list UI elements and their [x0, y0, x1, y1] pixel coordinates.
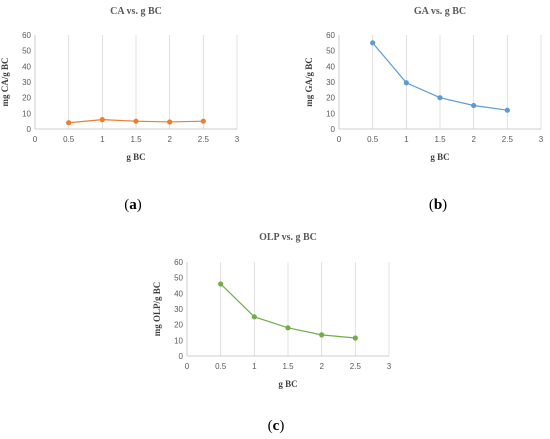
data-point	[471, 102, 477, 109]
x-tick-label: 0	[33, 135, 38, 144]
x-tick-label: 2	[471, 135, 476, 144]
y-tick-label: 50	[22, 47, 31, 56]
x-tick-label: 2	[319, 362, 324, 371]
y-axis-label: mg OLP/g BC	[152, 282, 162, 337]
data-point	[403, 80, 409, 86]
y-axis-label: mg CA/g BC	[0, 58, 10, 107]
y-tick-label: 60	[174, 258, 183, 267]
y-tick-label: 0	[331, 125, 336, 134]
chart-panel-c: OLP vs. g BC 0 10 20 30 40 50 60 0 0.5 1 1.5 2 2.5 3 g …	[152, 232, 392, 434]
x-tick-label: 3	[387, 362, 392, 371]
y-tick-label: 0	[179, 352, 184, 361]
y-tick-label: 40	[22, 62, 31, 71]
y-tick-label: 10	[326, 109, 335, 118]
x-axis-label: g BC	[278, 379, 297, 389]
data-point	[285, 325, 291, 331]
panel-label: (c)	[268, 418, 285, 434]
data-point	[352, 335, 358, 341]
y-tick-label: 10	[22, 109, 31, 118]
x-tick-label: 0	[185, 362, 190, 371]
y-tick-label: 60	[22, 31, 31, 40]
y-tick-label: 20	[22, 94, 31, 103]
x-tick-label: 1	[404, 135, 409, 144]
data-point	[66, 120, 72, 126]
y-tick-label: 0	[27, 125, 32, 134]
y-tick-label: 40	[174, 289, 183, 298]
x-tick-label: 2.5	[198, 135, 210, 144]
data-point	[437, 95, 443, 101]
x-axis-label: g BC	[126, 152, 145, 162]
x-tick-label: 1	[252, 362, 257, 371]
x-axis-label: g BC	[430, 152, 449, 162]
y-tick-label: 10	[174, 336, 183, 345]
panel-label: (b)	[429, 197, 447, 213]
y-tick-label: 20	[174, 321, 183, 330]
y-tick-label: 30	[22, 78, 31, 87]
x-tick-label: 0.5	[367, 135, 379, 144]
data-point	[218, 281, 224, 287]
data-point	[200, 118, 206, 124]
x-tick-label: 1.5	[130, 135, 142, 144]
y-tick-label: 50	[174, 274, 183, 283]
data-point	[370, 40, 376, 46]
data-point	[504, 107, 510, 113]
y-tick-label: 30	[326, 78, 335, 87]
x-tick-label: 0.5	[63, 135, 75, 144]
x-tick-label: 0	[337, 135, 342, 144]
x-tick-label: 3	[539, 135, 544, 144]
x-tick-label: 2.5	[502, 135, 514, 144]
chart-panel-a: CA vs. g BC 0 10 20 30 40 50 60 0 0.5 1 1.5 2 2.5 3 g B…	[0, 6, 240, 213]
chart-title: OLP vs. g BC	[259, 232, 317, 243]
x-tick-label: 1	[100, 135, 105, 144]
x-tick-label: 1.5	[434, 135, 446, 144]
x-tick-label: 2.5	[350, 362, 362, 371]
y-tick-label: 40	[326, 62, 335, 71]
chart-title: CA vs. g BC	[110, 6, 162, 17]
data-point	[251, 314, 257, 320]
y-tick-label: 60	[326, 31, 335, 40]
x-tick-label: 3	[235, 135, 240, 144]
data-point	[99, 117, 105, 123]
y-tick-label: 50	[326, 47, 335, 56]
chart-title: GA vs. g BC	[414, 6, 466, 17]
y-tick-label: 20	[326, 94, 335, 103]
chart-panel-b: GA vs. g BC 0 10 20 30 40 50 60 0 0.5 1 1.5 2 2.5 3 g B…	[304, 6, 544, 213]
data-point	[167, 119, 173, 125]
x-tick-label: 0.5	[215, 362, 227, 371]
data-point	[319, 332, 325, 338]
x-tick-label: 1.5	[282, 362, 294, 371]
y-tick-label: 30	[174, 305, 183, 314]
y-axis-label: mg GA/g BC	[304, 57, 314, 107]
data-point	[133, 118, 139, 124]
x-tick-label: 2	[167, 135, 172, 144]
panel-label: (a)	[124, 197, 142, 213]
